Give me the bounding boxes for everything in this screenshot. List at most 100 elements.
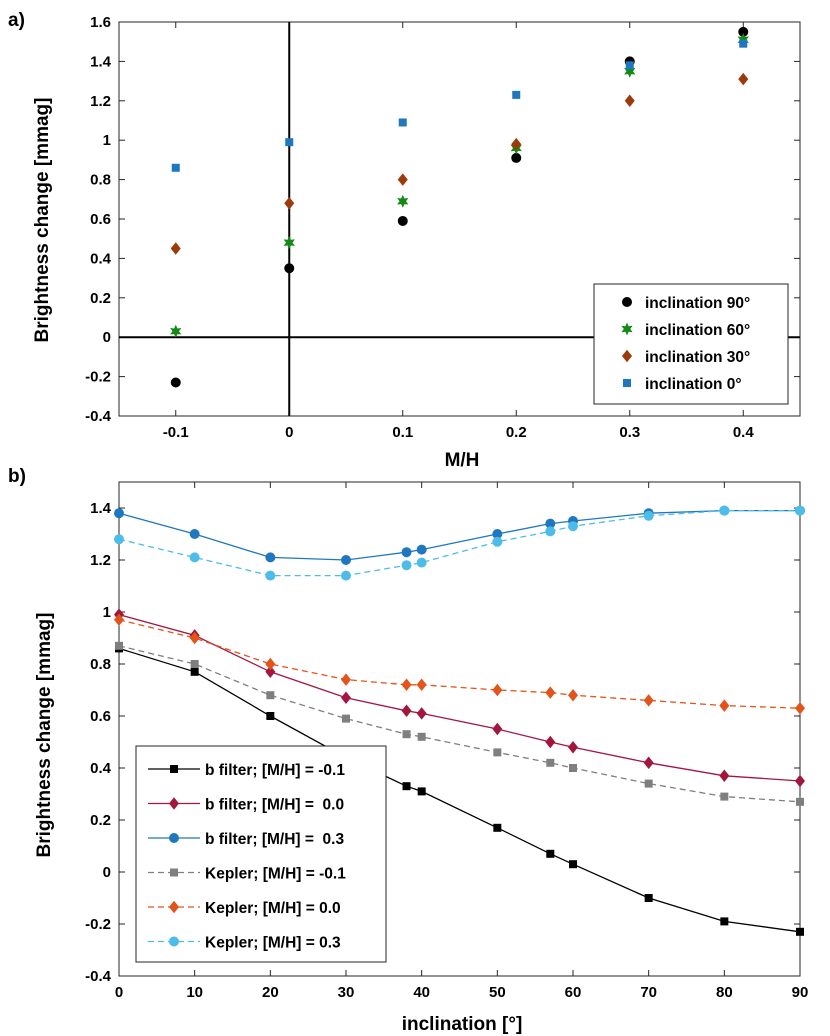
panel-b-x-tick-label: 30 xyxy=(338,984,355,1001)
panel-b-x-tick-label: 80 xyxy=(716,984,733,1001)
panel-a-point xyxy=(284,263,295,274)
panel-b-legend: b filter; [M/H] = -0.1 b filter; [M/H] = … xyxy=(135,745,387,963)
panel-a-y-tick-label: 0 xyxy=(103,329,111,346)
panel-b-y-tick-label: 0.8 xyxy=(90,656,111,673)
panel-a-y-tick-label: -0.2 xyxy=(85,369,111,386)
panel-a-x-tick-label: 0.1 xyxy=(392,424,413,441)
panel-b-x-tick-label: 90 xyxy=(792,984,809,1001)
panel-b-legend-label: b filter; [M/H] = 0.0 xyxy=(205,797,344,814)
panel-b-series-kepler-m-h-00 xyxy=(114,613,805,715)
panel-a-series-inclination-0 xyxy=(171,39,748,172)
panel-a-point xyxy=(624,64,636,78)
panel-b-point xyxy=(492,529,503,539)
panel-a-point xyxy=(170,242,181,255)
panel-a-y-tick-label: -0.4 xyxy=(85,408,112,425)
panel-b-y-tick-label: 0.4 xyxy=(90,760,112,777)
panel-b-point xyxy=(265,552,276,563)
panel-b-point xyxy=(546,758,555,767)
panel-b-point xyxy=(493,823,502,832)
panel-b-y-tick-label: -0.2 xyxy=(85,916,111,933)
panel-b-point xyxy=(416,544,427,555)
panel-b-legend-marker xyxy=(169,936,179,947)
panel-a-x-tick-label: -0.1 xyxy=(163,424,189,441)
panel-b-point xyxy=(545,518,556,529)
panel-b-legend-marker xyxy=(170,765,178,773)
panel-b-point xyxy=(114,534,124,545)
panel-b-point xyxy=(545,526,556,537)
panel-a-point xyxy=(283,236,295,250)
panel-a-point xyxy=(512,90,521,99)
panel-b-point xyxy=(402,782,411,791)
panel-b-point xyxy=(114,613,124,627)
panel-b-x-tick-label: 10 xyxy=(186,984,203,1001)
panel-a-y-tick-label: 0.4 xyxy=(90,250,112,267)
panel-b-point xyxy=(265,657,276,671)
panel-a-point xyxy=(511,137,522,151)
panel-b-point xyxy=(795,701,805,715)
panel-b-point xyxy=(644,894,653,902)
panel-b-point xyxy=(568,688,578,702)
panel-a-x-tick-label: 0.4 xyxy=(733,424,755,441)
panel-a-point xyxy=(170,377,181,388)
panel-b-point xyxy=(417,787,426,796)
panel-b-point xyxy=(190,660,199,668)
panel-b-series-line xyxy=(118,647,801,933)
panel-b-point xyxy=(416,678,427,692)
panel-b-point xyxy=(266,712,275,720)
panel-a-point xyxy=(284,196,295,210)
panel-b-point xyxy=(719,505,730,516)
panel-b-point xyxy=(416,707,427,720)
panel-b-x-tick-label: 70 xyxy=(640,984,657,1001)
panel-b-point xyxy=(568,521,578,532)
panel-a-point xyxy=(511,152,522,163)
panel-b-x-tick-label: 20 xyxy=(262,984,279,1001)
panel-b-point xyxy=(401,547,412,558)
panel-a-legend-label: inclination 30° xyxy=(645,349,750,366)
panel-a-point xyxy=(738,26,749,37)
panel-b-point xyxy=(401,678,412,692)
panel-b-series-line xyxy=(118,645,801,803)
panel-b-point xyxy=(546,849,555,858)
panel-b-point xyxy=(401,704,412,718)
panel-b-y-axis-label: Brightness change [mmag] xyxy=(34,613,55,858)
panel-b-point xyxy=(342,714,350,723)
panel-b-x-tick-label: 50 xyxy=(489,984,506,1001)
panel-b-legend-marker xyxy=(170,868,178,877)
panel-b-point xyxy=(341,691,351,705)
panel-a-x-axis-label: M/H xyxy=(445,450,480,471)
panel-b-point xyxy=(492,536,503,547)
panel-b-x-axis-label: inclination [°] xyxy=(402,1014,523,1035)
panel-b-legend-label: b filter; [M/H] = -0.1 xyxy=(205,762,345,779)
panel-b-series-line xyxy=(118,619,801,709)
panel-b-point xyxy=(569,764,577,772)
panel-b-point xyxy=(569,860,577,869)
panel-a-y-axis-label: Brightness change [mmag] xyxy=(32,98,53,343)
panel-a-point xyxy=(625,61,634,70)
panel-b-point xyxy=(643,510,654,521)
panel-b-point xyxy=(115,641,123,650)
panel-b-label: b) xyxy=(8,466,26,487)
panel-b-point xyxy=(545,686,556,699)
panel-b-point xyxy=(402,730,411,739)
panel-b-legend-marker xyxy=(169,797,179,810)
panel-a-legend-marker xyxy=(623,379,631,387)
panel-b-point xyxy=(644,779,653,788)
panel-b-point xyxy=(417,732,426,741)
panel-b-series-line xyxy=(118,613,801,782)
panel-b-point xyxy=(341,673,351,686)
panel-b-legend-label: Kepler; [M/H] = 0.0 xyxy=(205,900,341,917)
panel-b-y-tick-label: 0 xyxy=(103,864,111,881)
panel-a-legend: inclination 90° inclination 60° inclinatio… xyxy=(593,283,789,405)
panel-a-point xyxy=(285,138,294,147)
panel-b-point xyxy=(492,722,503,736)
panel-b-legend-marker xyxy=(169,833,179,843)
panel-a-y-tick-label: 1 xyxy=(103,132,111,149)
panel-b-point xyxy=(795,505,805,516)
panel-a-point xyxy=(738,72,749,86)
panel-b-point xyxy=(493,748,502,757)
panel-b-x-tick-label: 40 xyxy=(413,984,430,1001)
panel-b-point xyxy=(265,665,276,679)
panel-a-y-tick-label: 1.6 xyxy=(90,14,111,31)
panel-b-x-tick-label: 60 xyxy=(565,984,582,1001)
